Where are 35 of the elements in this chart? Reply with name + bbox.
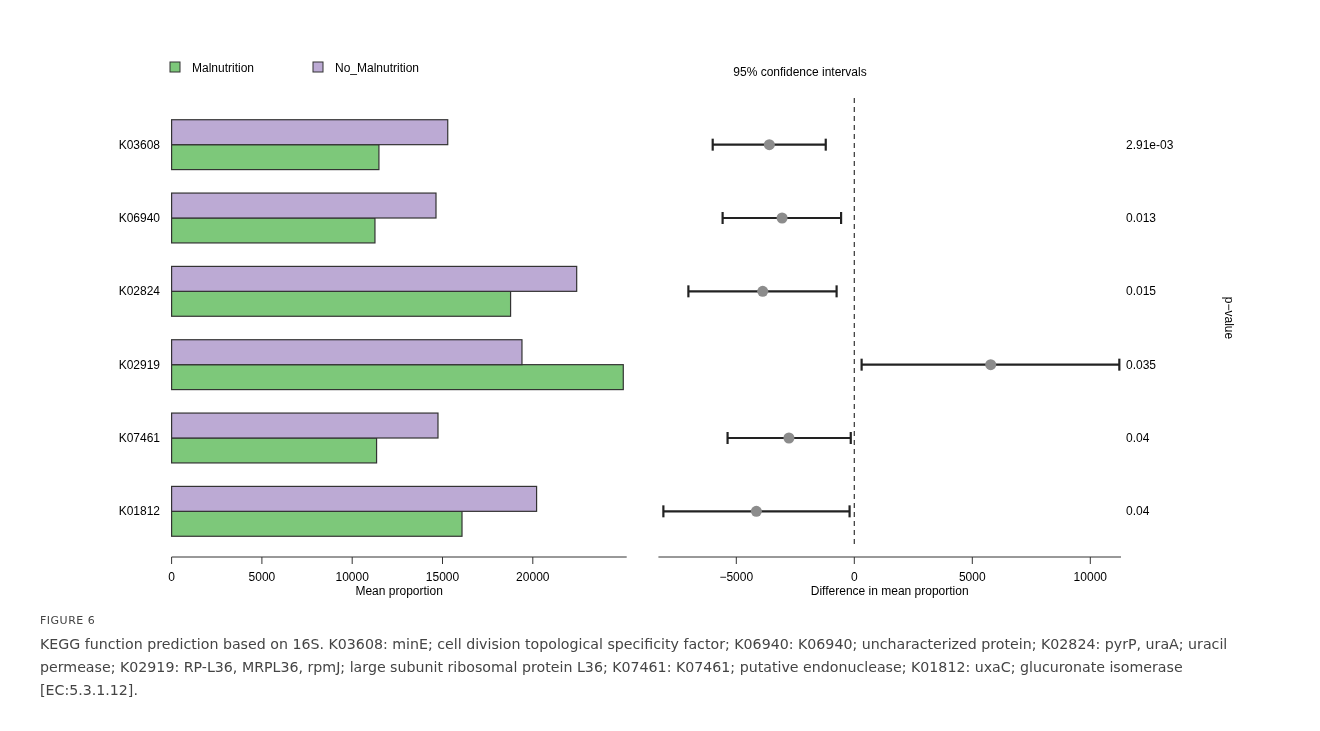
point [757,285,769,297]
y-tick-label: K03608 [118,137,161,152]
text: 0.013 [1126,211,1157,225]
x-axis-title: Difference in mean proportion [810,584,969,598]
x-tick-label: 10000 [1073,570,1108,584]
point [985,359,997,371]
point [750,505,762,517]
y-tick-label: K06940 [118,211,161,225]
x-tick-label: 15000 [425,570,460,584]
legend-label: No_Malnutrition [335,61,420,75]
text: 2.91e-03 [1126,137,1174,152]
text: 0.035 [1126,357,1157,372]
caption: FIGURE 6 [40,614,97,627]
y-tick-label: K02824 [118,284,161,299]
text: 0.04 [1126,431,1150,445]
y-tick-label: K01812 [118,504,161,519]
y-tick-label: K07461 [118,431,161,445]
x-tick-label: 5000 [248,570,276,584]
x-tick-label: 0 [168,570,176,584]
text: 0.04 [1126,504,1150,519]
point [783,432,795,444]
x-tick-label: −5000 [719,570,754,584]
point [763,139,775,151]
x-tick-label: 0 [850,570,858,584]
text: 0.015 [1126,284,1157,299]
x-tick-label: 5000 [958,570,986,584]
y2-axis-title: p−value [1222,296,1236,340]
chart-title: 95% confidence intervals [733,65,867,79]
y-tick-label: K02919 [118,357,161,372]
text: KEGG function prediction based on 16S. K03608: minE; cell division topological specificity factor; K06940: K06940; uncharacterized protein; K02824: pyrP, uraA; uracil permease; K02919: RP-L36, MRPL36, rpmJ; large subunit ribosomal protein L36; K07461: K07461; putative endonuclease; K01812: uxaC; glucuronate isomerase [EC:5.3.1.12]. [40,635,1229,700]
x-tick-label: 20000 [516,570,550,584]
point [776,212,788,224]
legend-label: Malnutrition [192,61,255,75]
x-tick-label: 10000 [335,570,370,584]
x-axis-title: Mean proportion [355,584,443,598]
